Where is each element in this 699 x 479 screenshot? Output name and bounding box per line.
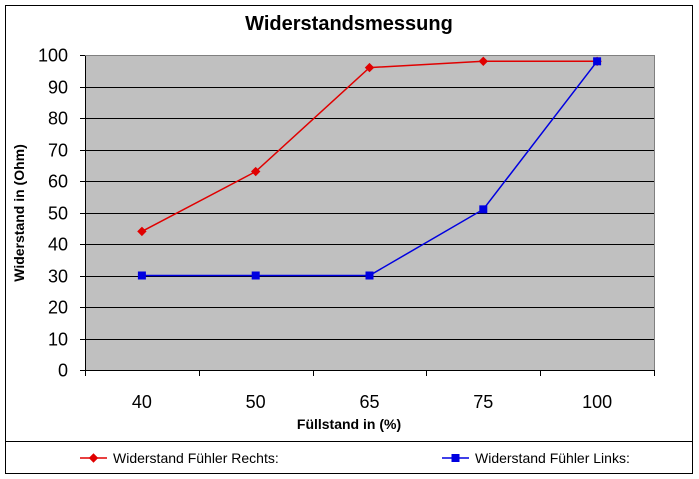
data-point <box>478 56 489 67</box>
legend: Widerstand Fühler Rechts: Widerstand Fühl… <box>80 450 630 466</box>
y-tick-label: 0 <box>58 361 68 381</box>
data-point <box>137 271 146 280</box>
x-tick-label: 100 <box>582 392 612 412</box>
data-point <box>593 57 602 66</box>
plot-background <box>85 55 654 370</box>
y-tick-label: 10 <box>48 330 68 350</box>
data-point <box>250 166 261 177</box>
x-tick-label: 50 <box>246 392 266 412</box>
data-point <box>251 271 260 280</box>
x-tick-label: 65 <box>359 392 379 412</box>
y-tick-label: 20 <box>48 298 68 318</box>
legend-label: Widerstand Fühler Rechts: <box>113 450 279 466</box>
y-tick-label: 40 <box>48 235 68 255</box>
data-point <box>365 271 374 280</box>
x-tick-label: 75 <box>473 392 493 412</box>
y-tick-label: 30 <box>48 267 68 287</box>
plot-area: 0 10 20 30 40 50 60 70 80 90 100 40 50 65 75 100 <box>38 46 655 412</box>
chart-title: Widerstandsmessung <box>245 13 453 35</box>
legend-label: Widerstand Fühler Links: <box>475 450 630 466</box>
y-tick-label: 100 <box>38 46 68 66</box>
data-point <box>479 205 488 214</box>
y-tick-label: 50 <box>48 204 68 224</box>
legend-marker <box>88 453 99 463</box>
x-axis-label: Füllstand in (%) <box>297 416 401 432</box>
data-point <box>364 62 375 73</box>
data-point <box>137 226 147 237</box>
y-tick-label: 80 <box>48 109 68 129</box>
y-axis-label: Widerstand in (Ohm) <box>11 144 27 282</box>
x-tick-label: 40 <box>132 392 152 412</box>
y-tick-label: 90 <box>48 78 68 98</box>
y-tick-label: 70 <box>48 141 68 161</box>
legend-marker <box>451 454 460 462</box>
y-tick-label: 60 <box>48 172 68 192</box>
